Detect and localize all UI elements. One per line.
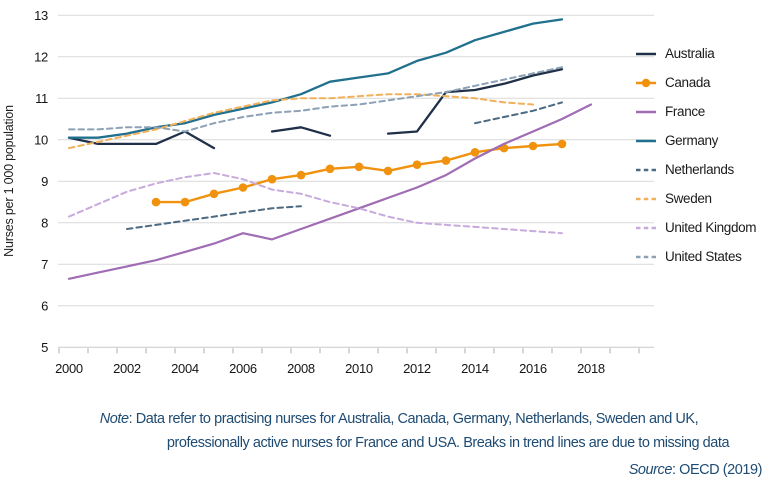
y-tick-label-6: 6 bbox=[41, 298, 48, 313]
legend-label-australia: Australia bbox=[665, 46, 715, 61]
y-tick-label-8: 8 bbox=[41, 215, 48, 230]
line-chart: Nurses per 1 000 population 5 6 7 8 9 10 11 12 1… bbox=[2, 8, 654, 376]
series-marker-canada bbox=[209, 189, 219, 199]
x-tick-label-2002: 2002 bbox=[113, 361, 141, 376]
series-line-germany bbox=[67, 18, 564, 139]
series-marker-canada bbox=[151, 197, 161, 207]
series-line-united-states bbox=[68, 66, 563, 133]
note-line-2: professionally active nurses for France … bbox=[166, 435, 730, 451]
series-marker-canada bbox=[296, 170, 306, 180]
x-tick-label-2012: 2012 bbox=[403, 361, 431, 376]
series-line-netherlands bbox=[126, 205, 302, 230]
series-marker-canada bbox=[238, 183, 248, 192]
legend-label-sweden: Sweden bbox=[665, 191, 712, 206]
series-marker-canada bbox=[325, 164, 335, 174]
x-tick-label-2018: 2018 bbox=[577, 361, 605, 376]
note-line-1: Note: Data refer to practising nurses fo… bbox=[99, 411, 699, 427]
y-tick-label-11: 11 bbox=[35, 91, 48, 106]
x-tick-label-2004: 2004 bbox=[171, 361, 199, 376]
y-tick-label-12: 12 bbox=[34, 49, 48, 64]
series-line-australia bbox=[386, 68, 564, 135]
series-line-netherlands bbox=[474, 101, 563, 125]
legend-item-united-states: United States bbox=[636, 242, 766, 271]
series-marker-canada bbox=[354, 162, 364, 172]
x-tick-label-2014: 2014 bbox=[461, 361, 489, 376]
figure-source: Source: OECD (2019) bbox=[628, 462, 763, 478]
series-marker-canada bbox=[470, 148, 480, 157]
legend-item-united-kingdom: United Kingdom bbox=[636, 213, 766, 242]
y-tick-label-9: 9 bbox=[41, 174, 48, 189]
legend-swatch-australia bbox=[636, 52, 656, 55]
series-marker-canada bbox=[180, 197, 190, 207]
x-tick-label-2016: 2016 bbox=[519, 361, 547, 376]
legend-item-germany: Germany bbox=[636, 126, 766, 155]
gridlines: 5 6 7 8 9 10 11 12 13 bbox=[34, 8, 654, 355]
legend-swatch-sweden bbox=[636, 197, 656, 200]
legend-swatch-united-states bbox=[636, 255, 656, 258]
y-tick-label-7: 7 bbox=[41, 257, 48, 272]
y-tick-label-13: 13 bbox=[34, 8, 48, 23]
series-marker-canada bbox=[528, 141, 538, 151]
x-tick-label-2008: 2008 bbox=[287, 361, 315, 376]
legend-item-france: France bbox=[636, 97, 766, 126]
legend-swatch-netherlands bbox=[636, 168, 656, 171]
legend-label-netherlands: Netherlands bbox=[665, 162, 734, 177]
series-marker-canada bbox=[383, 166, 393, 176]
legend-swatch-canada bbox=[636, 78, 656, 87]
series-marker-canada bbox=[441, 156, 451, 165]
series-marker-canada bbox=[412, 160, 422, 169]
legend-label-united-states: United States bbox=[665, 249, 742, 264]
x-tick-label-2006: 2006 bbox=[229, 361, 257, 376]
legend-item-canada: Canada bbox=[636, 68, 766, 97]
y-tick-label-5: 5 bbox=[41, 340, 48, 355]
series-marker-canada bbox=[267, 174, 277, 184]
series-lines bbox=[67, 18, 593, 280]
series-line-united-kingdom bbox=[68, 172, 563, 235]
legend-marker-canada bbox=[641, 78, 651, 87]
chart-legend: Australia Canada France Germany Netherlands S… bbox=[636, 39, 766, 271]
legend-swatch-germany bbox=[636, 139, 656, 142]
x-tick-label-2010: 2010 bbox=[345, 361, 373, 376]
x-tick-label-2000: 2000 bbox=[55, 361, 83, 376]
legend-swatch-united-kingdom bbox=[636, 226, 656, 229]
y-tick-label-10: 10 bbox=[34, 132, 48, 147]
legend-label-germany: Germany bbox=[665, 133, 719, 148]
legend-label-united-kingdom: United Kingdom bbox=[665, 220, 757, 235]
legend-item-netherlands: Netherlands bbox=[636, 155, 766, 184]
source-label: Source bbox=[628, 462, 673, 478]
series-line-australia bbox=[270, 126, 332, 137]
legend-item-sweden: Sweden bbox=[636, 184, 766, 213]
series-line-france bbox=[67, 103, 593, 280]
legend-item-australia: Australia bbox=[636, 39, 766, 68]
legend-label-france: France bbox=[665, 104, 705, 119]
series-line-sweden bbox=[68, 93, 534, 150]
x-axis: 2000 2002 2004 2006 2008 2010 2012 2014 2016 2018 bbox=[55, 348, 640, 376]
legend-label-canada: Canada bbox=[665, 75, 711, 90]
series-marker-canada bbox=[557, 139, 567, 149]
y-axis-title: Nurses per 1 000 population bbox=[2, 105, 16, 257]
note-label: Note bbox=[99, 411, 129, 427]
legend-swatch-france bbox=[636, 110, 656, 113]
